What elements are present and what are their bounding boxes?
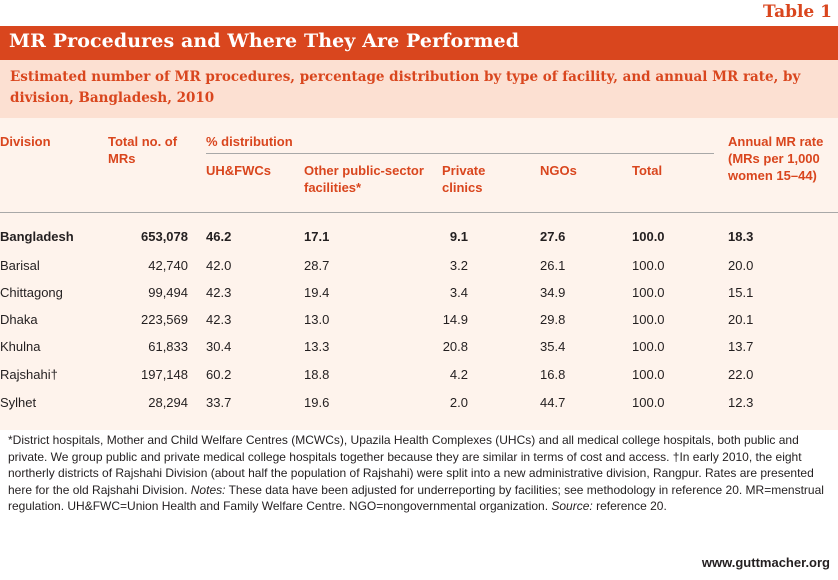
cell-ngos: 44.7	[540, 395, 566, 410]
cell-total: 100.0	[632, 258, 665, 273]
cell-total: 100.0	[632, 312, 665, 327]
cell-ngos: 35.4	[540, 339, 566, 354]
cell-total: 100.0	[632, 229, 665, 244]
notes-label: Notes:	[190, 482, 226, 497]
cell-rate: 15.1	[728, 285, 754, 300]
cell-rate: 20.1	[728, 312, 754, 327]
cell-division: Chittagong	[0, 285, 63, 300]
cell-other-public: 19.4	[304, 285, 330, 300]
cell-private: 2.0	[449, 395, 468, 410]
cell-total-mrs: 61,833	[148, 339, 188, 354]
cell-other-public: 18.8	[304, 367, 330, 382]
cell-other-public: 13.0	[304, 312, 330, 327]
cell-private: 3.4	[449, 285, 468, 300]
cell-rate: 22.0	[728, 367, 754, 382]
header-bottom-rule	[0, 212, 838, 213]
cell-total: 100.0	[632, 367, 665, 382]
cell-private: 14.9	[442, 312, 468, 327]
header-other-public: Other public-sector facilities*	[304, 163, 424, 195]
cell-private: 9.1	[449, 229, 468, 244]
cell-ngos: 26.1	[540, 258, 566, 273]
header-underline-rule	[206, 153, 714, 154]
cell-total-mrs: 653,078	[141, 229, 188, 244]
cell-rate: 12.3	[728, 395, 754, 410]
header-annual-rate: Annual MR rate (MRs per 1,000 women 15–4…	[728, 134, 824, 183]
cell-division: Rajshahi†	[0, 367, 58, 382]
cell-division: Sylhet	[0, 395, 37, 410]
notes-part-1: *District hospitals, Mother and Child We…	[8, 433, 814, 497]
notes-part-2: These data have been adjusted for underr…	[8, 482, 824, 514]
cell-total-mrs: 223,569	[141, 312, 188, 327]
notes-part-3: reference 20.	[592, 499, 667, 513]
table-subtitle: Estimated number of MR procedures, perce…	[10, 69, 801, 106]
table-notes: *District hospitals, Mother and Child We…	[8, 432, 830, 515]
cell-private: 4.2	[449, 367, 468, 382]
cell-other-public: 17.1	[304, 229, 330, 244]
source-label: Source:	[551, 499, 593, 513]
cell-total-mrs: 28,294	[148, 395, 188, 410]
cell-division: Barisal	[0, 258, 40, 273]
cell-division: Dhaka	[0, 312, 38, 327]
cell-ngos: 29.8	[540, 312, 566, 327]
cell-uhfwc: 46.2	[206, 229, 232, 244]
cell-rate: 20.0	[728, 258, 754, 273]
cell-uhfwc: 42.3	[206, 312, 232, 327]
cell-other-public: 28.7	[304, 258, 330, 273]
cell-total: 100.0	[632, 285, 665, 300]
cell-other-public: 13.3	[304, 339, 330, 354]
cell-total-mrs: 197,148	[141, 367, 188, 382]
cell-division: Bangladesh	[0, 229, 74, 244]
cell-uhfwc: 33.7	[206, 395, 232, 410]
subtitle-band: Estimated number of MR procedures, perce…	[0, 60, 838, 118]
cell-division: Khulna	[0, 339, 41, 354]
cell-private: 3.2	[449, 258, 468, 273]
header-total: Total	[632, 163, 663, 178]
title-bar: MR Procedures and Where They Are Perform…	[0, 26, 838, 60]
header-total-mrs: Total no. of MRs	[108, 134, 178, 166]
cell-private: 20.8	[442, 339, 468, 354]
cell-ngos: 34.9	[540, 285, 566, 300]
cell-uhfwc: 42.0	[206, 258, 232, 273]
cell-rate: 13.7	[728, 339, 754, 354]
cell-total-mrs: 99,494	[148, 285, 188, 300]
cell-other-public: 19.6	[304, 395, 330, 410]
header-private-clinics: Private clinics	[442, 163, 486, 195]
table-number-label: Table 1	[763, 2, 832, 22]
cell-total: 100.0	[632, 395, 665, 410]
header-pct-distribution: % distribution	[206, 134, 293, 149]
cell-rate: 18.3	[728, 229, 754, 244]
cell-uhfwc: 42.3	[206, 285, 232, 300]
cell-ngos: 27.6	[540, 229, 566, 244]
cell-total-mrs: 42,740	[148, 258, 188, 273]
cell-total: 100.0	[632, 339, 665, 354]
header-division: Division	[0, 134, 51, 149]
cell-ngos: 16.8	[540, 367, 566, 382]
table-title: MR Procedures and Where They Are Perform…	[9, 30, 520, 52]
header-ngos: NGOs	[540, 163, 577, 178]
header-uhfwc: UH&FWCs	[206, 163, 271, 178]
website-url: www.guttmacher.org	[701, 555, 830, 570]
table-body: Division Total no. of MRs % distribution…	[0, 118, 838, 430]
cell-uhfwc: 60.2	[206, 367, 232, 382]
cell-uhfwc: 30.4	[206, 339, 232, 354]
